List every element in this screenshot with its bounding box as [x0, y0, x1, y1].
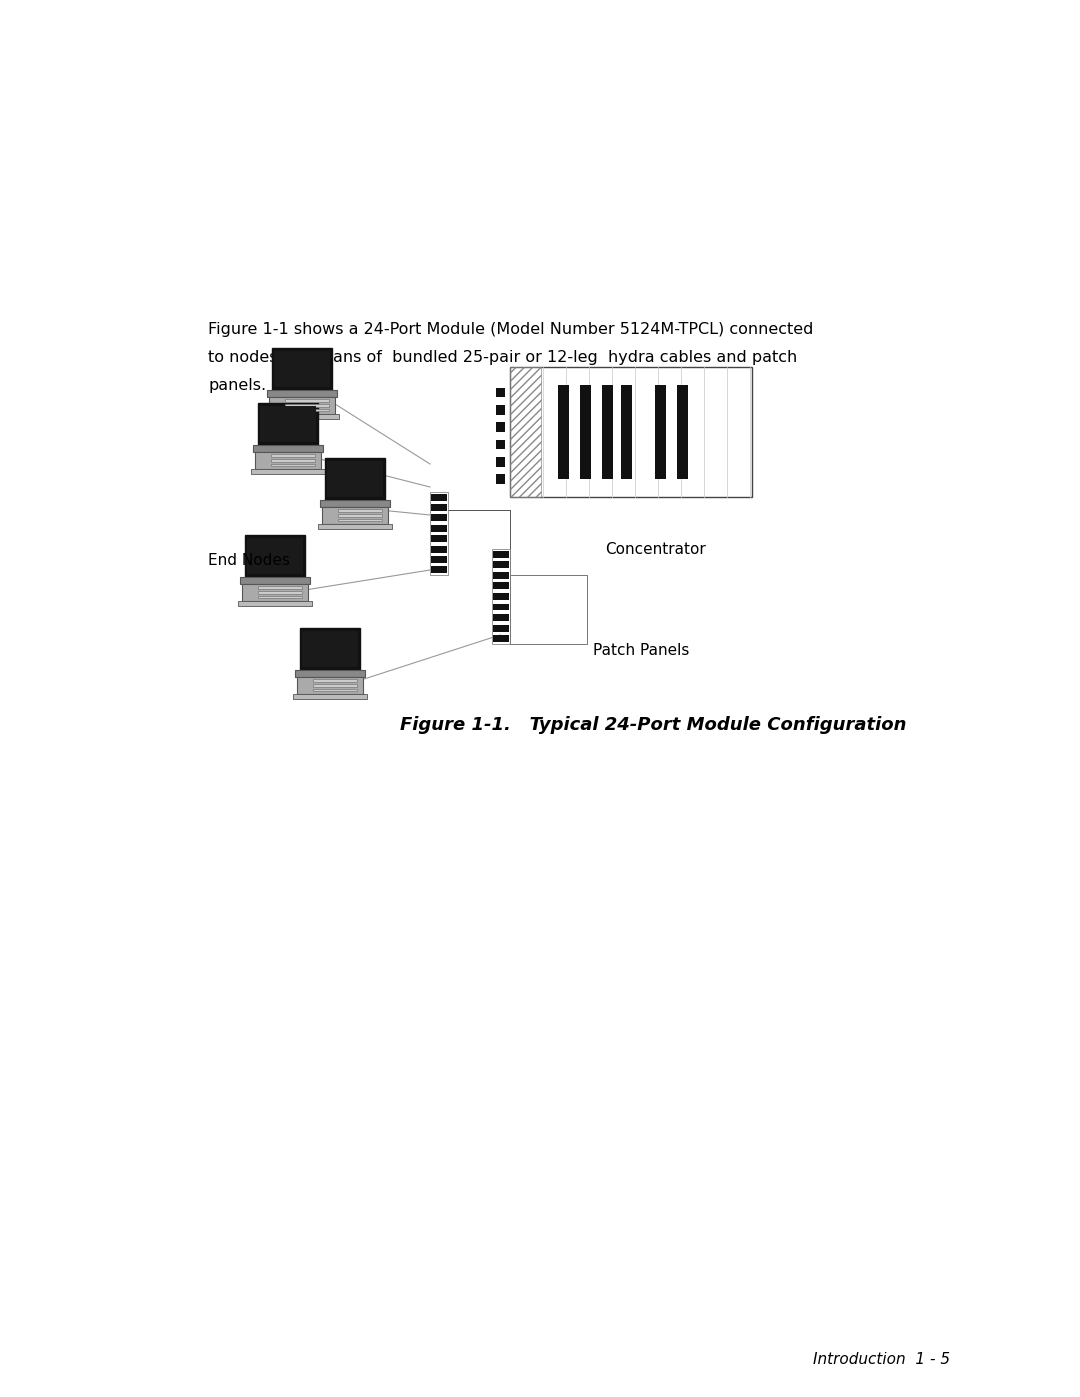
Bar [327, 461, 382, 497]
Bar [285, 404, 328, 407]
Bar [494, 604, 509, 610]
Bar [299, 629, 361, 671]
Bar [431, 504, 446, 511]
Bar [494, 562, 509, 569]
Bar [285, 408, 328, 412]
Bar [244, 535, 306, 577]
Text: Introduction  1 - 5: Introduction 1 - 5 [813, 1351, 950, 1366]
Bar [494, 615, 509, 622]
Bar [320, 500, 390, 507]
Bar [338, 514, 381, 517]
Bar [430, 492, 448, 576]
Bar [558, 386, 569, 479]
Bar [313, 679, 356, 682]
Bar [492, 549, 510, 644]
Bar [510, 367, 752, 497]
Bar [271, 348, 333, 390]
Bar [431, 546, 446, 553]
Bar [496, 457, 505, 467]
Text: panels.: panels. [208, 379, 266, 393]
Bar [319, 524, 392, 528]
Bar [247, 538, 302, 574]
Bar [267, 390, 337, 397]
Bar [496, 405, 505, 415]
Bar [258, 595, 301, 598]
Bar [431, 525, 446, 532]
Bar [431, 566, 446, 573]
Bar [510, 367, 541, 497]
Bar [656, 386, 666, 479]
Bar [677, 386, 688, 479]
Bar [271, 464, 314, 467]
Bar [580, 386, 591, 479]
Bar [271, 454, 314, 457]
Bar [274, 351, 329, 387]
Bar [325, 458, 386, 500]
Bar [293, 694, 367, 698]
Bar [252, 469, 325, 474]
Bar [322, 507, 389, 524]
Bar [496, 475, 505, 483]
Bar [496, 440, 505, 450]
Bar [494, 571, 509, 578]
Text: to nodes by means of  bundled 25-pair or 12-leg  hydra cables and patch: to nodes by means of bundled 25-pair or … [208, 351, 797, 365]
Bar [494, 624, 509, 631]
Bar [295, 671, 365, 678]
Bar [313, 685, 356, 687]
Bar [494, 636, 509, 643]
Bar [297, 678, 364, 694]
Bar [510, 576, 588, 644]
Bar [313, 689, 356, 692]
Bar [302, 631, 357, 668]
Bar [431, 535, 446, 542]
Text: Figure 1-1 shows a 24-Port Module (Model Number 5124M-TPCL) connected: Figure 1-1 shows a 24-Port Module (Model… [208, 321, 813, 337]
Bar [260, 407, 315, 443]
Bar [271, 460, 314, 462]
Bar [266, 414, 339, 419]
Text: Concentrator: Concentrator [605, 542, 705, 556]
Bar [431, 514, 446, 521]
Bar [494, 550, 509, 557]
Bar [240, 577, 310, 584]
Bar [258, 587, 301, 590]
Bar [602, 386, 612, 479]
Bar [494, 592, 509, 599]
Bar [285, 400, 328, 402]
Bar [255, 453, 322, 469]
Text: Figure 1-1.   Typical 24-Port Module Configuration: Figure 1-1. Typical 24-Port Module Confi… [400, 717, 906, 733]
Bar [431, 556, 446, 563]
Bar [431, 493, 446, 500]
Bar [621, 386, 632, 479]
Bar [242, 584, 309, 601]
Bar [258, 591, 301, 594]
Text: Patch Panels: Patch Panels [593, 643, 689, 658]
Bar [496, 422, 505, 432]
Bar [269, 397, 336, 414]
Bar [338, 510, 381, 513]
Text: End Nodes: End Nodes [208, 552, 289, 567]
Bar [494, 583, 509, 590]
Bar [338, 518, 381, 521]
Bar [496, 388, 505, 397]
Bar [239, 601, 312, 606]
Bar [258, 404, 319, 446]
Bar [253, 446, 323, 453]
